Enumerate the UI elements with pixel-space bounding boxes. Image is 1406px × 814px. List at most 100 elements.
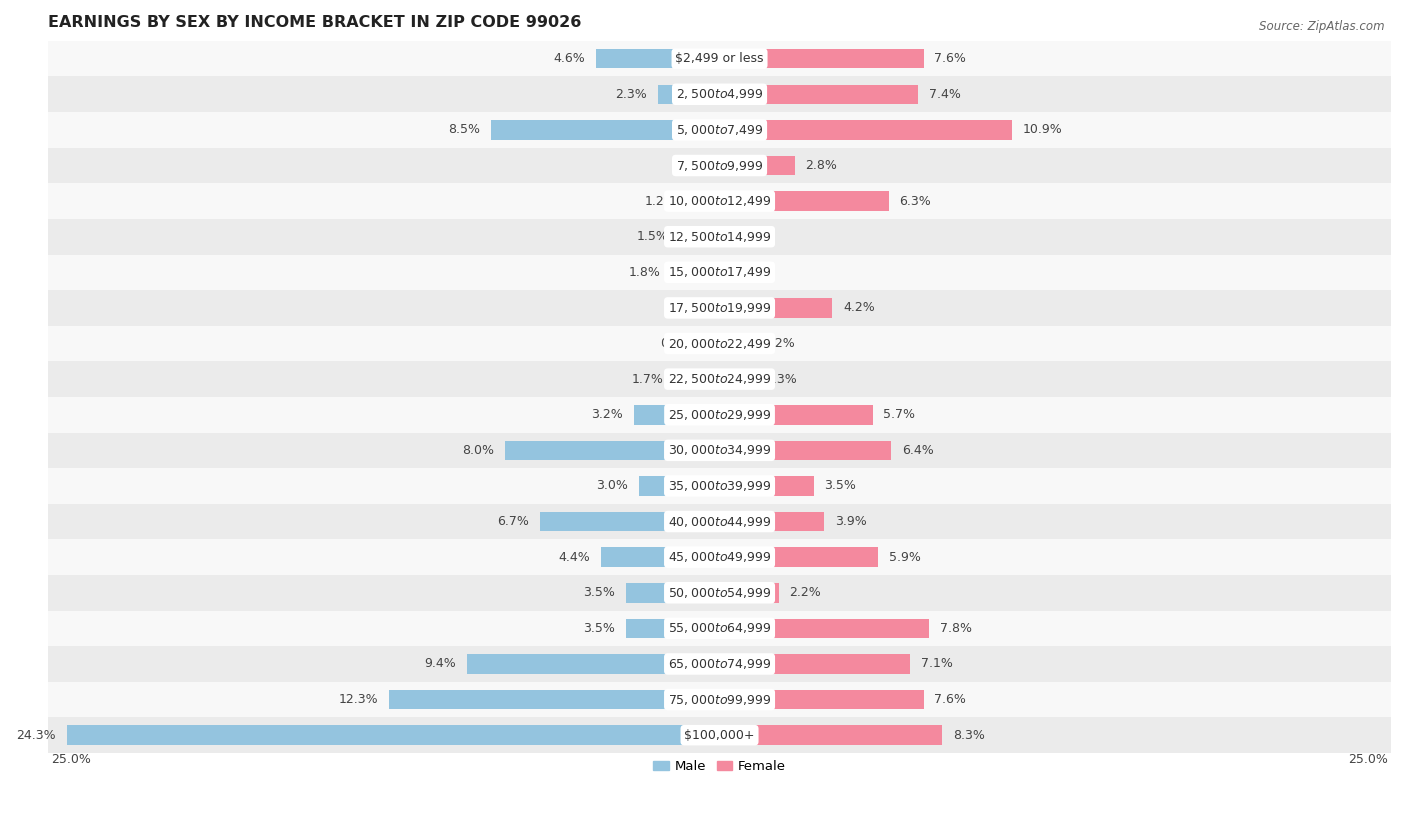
Text: $15,000 to $17,499: $15,000 to $17,499 (668, 265, 772, 279)
Text: $75,000 to $99,999: $75,000 to $99,999 (668, 693, 772, 707)
Text: $5,000 to $7,499: $5,000 to $7,499 (676, 123, 763, 137)
Bar (48, 646, 1391, 682)
Text: $12,500 to $14,999: $12,500 to $14,999 (668, 230, 772, 243)
Bar (48, 432, 1391, 468)
Bar (720, 191, 889, 211)
Bar (688, 191, 720, 211)
Bar (720, 654, 910, 674)
Text: 3.5%: 3.5% (824, 479, 856, 492)
Text: 8.0%: 8.0% (463, 444, 494, 457)
Bar (720, 725, 942, 745)
Text: 7.6%: 7.6% (935, 693, 966, 706)
Text: $2,500 to $4,999: $2,500 to $4,999 (676, 87, 763, 101)
Text: 10.9%: 10.9% (1024, 124, 1063, 137)
Bar (467, 654, 720, 674)
Text: $25,000 to $29,999: $25,000 to $29,999 (668, 408, 770, 422)
Bar (720, 476, 814, 496)
Bar (491, 120, 720, 140)
Text: 25.0%: 25.0% (51, 753, 90, 766)
Text: 3.2%: 3.2% (591, 409, 623, 421)
Bar (602, 547, 720, 567)
Text: 8.5%: 8.5% (449, 124, 481, 137)
Text: 7.6%: 7.6% (935, 52, 966, 65)
Text: 1.2%: 1.2% (645, 195, 676, 208)
Text: 6.3%: 6.3% (900, 195, 931, 208)
Text: 0.34%: 0.34% (659, 337, 700, 350)
Bar (48, 682, 1391, 717)
Text: 8.3%: 8.3% (953, 729, 986, 742)
Text: 0.0%: 0.0% (676, 159, 709, 172)
Bar (720, 298, 832, 317)
Bar (720, 583, 779, 602)
Text: 3.0%: 3.0% (596, 479, 628, 492)
Bar (710, 334, 720, 353)
Bar (48, 468, 1391, 504)
Text: $30,000 to $34,999: $30,000 to $34,999 (668, 444, 772, 457)
Bar (48, 290, 1391, 326)
Text: $40,000 to $44,999: $40,000 to $44,999 (668, 514, 772, 528)
Text: 1.3%: 1.3% (765, 373, 797, 386)
Bar (720, 370, 755, 389)
Text: 2.3%: 2.3% (616, 88, 647, 101)
Text: 3.5%: 3.5% (583, 586, 614, 599)
Text: $45,000 to $49,999: $45,000 to $49,999 (668, 550, 772, 564)
Bar (673, 370, 720, 389)
Text: 4.6%: 4.6% (554, 52, 585, 65)
Text: 24.3%: 24.3% (17, 729, 56, 742)
Text: $55,000 to $64,999: $55,000 to $64,999 (668, 621, 772, 636)
Bar (720, 547, 877, 567)
Text: EARNINGS BY SEX BY INCOME BRACKET IN ZIP CODE 99026: EARNINGS BY SEX BY INCOME BRACKET IN ZIP… (48, 15, 582, 30)
Bar (671, 263, 720, 282)
Text: 0.0%: 0.0% (676, 301, 709, 314)
Bar (48, 183, 1391, 219)
Bar (48, 610, 1391, 646)
Text: 1.7%: 1.7% (631, 373, 664, 386)
Bar (48, 255, 1391, 290)
Bar (48, 112, 1391, 147)
Bar (48, 397, 1391, 432)
Text: 5.7%: 5.7% (883, 409, 915, 421)
Text: 4.2%: 4.2% (844, 301, 875, 314)
Bar (720, 49, 924, 68)
Text: $35,000 to $39,999: $35,000 to $39,999 (668, 479, 772, 493)
Bar (720, 512, 824, 532)
Text: $65,000 to $74,999: $65,000 to $74,999 (668, 657, 772, 671)
Text: 2.8%: 2.8% (806, 159, 838, 172)
Text: 7.1%: 7.1% (921, 658, 953, 671)
Text: Source: ZipAtlas.com: Source: ZipAtlas.com (1260, 20, 1385, 33)
Text: 0.0%: 0.0% (730, 230, 762, 243)
Bar (48, 147, 1391, 183)
Bar (720, 334, 744, 353)
Text: 2.2%: 2.2% (789, 586, 821, 599)
Text: 4.4%: 4.4% (558, 550, 591, 563)
Text: 3.9%: 3.9% (835, 515, 866, 528)
Bar (48, 326, 1391, 361)
Bar (48, 504, 1391, 540)
Bar (720, 85, 918, 104)
Bar (389, 689, 720, 709)
Bar (720, 440, 891, 460)
Text: 25.0%: 25.0% (1348, 753, 1388, 766)
Bar (48, 77, 1391, 112)
Bar (626, 619, 720, 638)
Text: $20,000 to $22,499: $20,000 to $22,499 (668, 336, 772, 351)
Text: $50,000 to $54,999: $50,000 to $54,999 (668, 586, 772, 600)
Text: 6.7%: 6.7% (496, 515, 529, 528)
Legend: Male, Female: Male, Female (648, 755, 792, 778)
Bar (596, 49, 720, 68)
Text: $17,500 to $19,999: $17,500 to $19,999 (668, 301, 772, 315)
Bar (720, 263, 730, 282)
Bar (48, 41, 1391, 77)
Bar (626, 583, 720, 602)
Text: 12.3%: 12.3% (339, 693, 378, 706)
Bar (720, 405, 873, 425)
Text: 0.92%: 0.92% (755, 337, 794, 350)
Text: 5.9%: 5.9% (889, 550, 921, 563)
Bar (634, 405, 720, 425)
Text: 7.4%: 7.4% (929, 88, 960, 101)
Bar (679, 227, 720, 247)
Bar (505, 440, 720, 460)
Bar (720, 120, 1012, 140)
Bar (658, 85, 720, 104)
Bar (48, 219, 1391, 255)
